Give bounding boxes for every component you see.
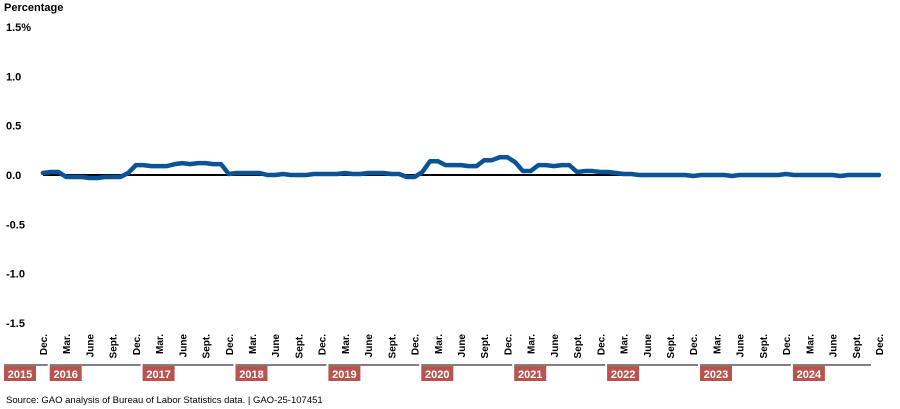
month-tick-label: Mar.: [248, 334, 259, 354]
y-tick-label: 1.5%: [6, 22, 31, 34]
month-tick-label: Mar.: [805, 334, 816, 354]
year-box: [514, 366, 547, 381]
year-label: 2021: [518, 369, 542, 381]
year-box: [49, 366, 82, 381]
month-tick-label: Mar.: [62, 334, 73, 354]
year-box: [142, 366, 175, 381]
month-tick-label: Mar.: [620, 334, 631, 354]
year-label: 2022: [611, 369, 635, 381]
month-tick-label: Dec.: [318, 334, 329, 355]
month-tick-label: Mar.: [155, 334, 166, 354]
year-label: 2017: [146, 369, 170, 381]
month-tick-label: Sept.: [387, 334, 398, 359]
month-tick-label: Sept.: [666, 334, 677, 359]
month-tick-label: June: [271, 334, 282, 358]
month-tick-label: June: [550, 334, 561, 358]
month-tick-label: Dec.: [411, 334, 422, 355]
year-label: 2016: [53, 369, 77, 381]
year-label: 2018: [239, 369, 263, 381]
month-tick-label: Dec.: [132, 334, 143, 355]
year-box: [328, 366, 361, 381]
year-box: [235, 366, 268, 381]
month-tick-label: Dec.: [689, 334, 700, 355]
month-tick-label: Dec.: [782, 334, 793, 355]
y-axis-label: Percentage: [4, 2, 63, 14]
month-tick-label: June: [85, 334, 96, 358]
month-tick-label: Dec.: [875, 334, 886, 355]
y-tick-label: 0.0: [6, 170, 21, 182]
y-tick-label: 0.5: [6, 121, 21, 133]
month-tick-label: Dec.: [39, 334, 50, 355]
y-tick-labels: 1.5% 1.0 0.5 0.0 -0.5 -1.0 -1.5: [6, 22, 31, 330]
year-label: 2019: [332, 369, 356, 381]
y-tick-label: -1.5: [6, 318, 25, 330]
month-tick-label: Dec.: [225, 334, 236, 355]
month-tick-label: June: [643, 334, 654, 358]
year-labels: 2015 2016 2017 2018 2019 2020 2021 2022 2023 2024: [4, 364, 871, 381]
month-tick-label: Sept.: [480, 334, 491, 359]
year-box: [421, 366, 454, 381]
month-tick-label: Dec.: [596, 334, 607, 355]
source-note: Source: GAO analysis of Bureau of Labor …: [6, 395, 323, 406]
month-tick-label: Sept.: [294, 334, 305, 359]
year-label: 2023: [704, 369, 728, 381]
month-tick-label: Mar.: [712, 334, 723, 354]
year-label: 2024: [797, 369, 822, 381]
month-tick-label: Sept.: [759, 334, 770, 359]
year-label: 2020: [425, 369, 449, 381]
year-label: 2015: [8, 369, 32, 381]
month-tick-label: Mar.: [341, 334, 352, 354]
month-tick-label: Sept.: [573, 334, 584, 359]
month-tick-label: June: [736, 334, 747, 358]
y-tick-label: -0.5: [6, 219, 25, 231]
month-tick-label: June: [364, 334, 375, 358]
series-line: [40, 154, 882, 181]
year-box: [700, 366, 732, 381]
y-tick-label: -1.0: [6, 269, 25, 281]
month-tick-label: June: [178, 334, 189, 358]
month-tick-label: Mar.: [434, 334, 445, 354]
month-tick-label: June: [829, 334, 840, 358]
y-tick-label: 1.0: [6, 71, 21, 83]
chart: Percentage 1.5% 1.0 0.5 0.0 -0.5 -1.0 -1.5 Dec…: [4, 2, 886, 381]
series-group: [40, 154, 882, 181]
year-box: [792, 366, 825, 381]
month-labels: Dec. Mar. June Sept. Dec. Mar. June Sept. Dec. Ma…: [39, 334, 886, 359]
month-tick-label: June: [457, 334, 468, 358]
month-tick-label: Mar.: [527, 334, 538, 354]
year-box: [4, 366, 36, 381]
month-tick-label: Sept.: [852, 334, 863, 359]
year-box: [607, 366, 640, 381]
month-tick-label: Sept.: [202, 334, 213, 359]
month-tick-label: Sept.: [109, 334, 120, 359]
month-tick-label: Dec.: [503, 334, 514, 355]
